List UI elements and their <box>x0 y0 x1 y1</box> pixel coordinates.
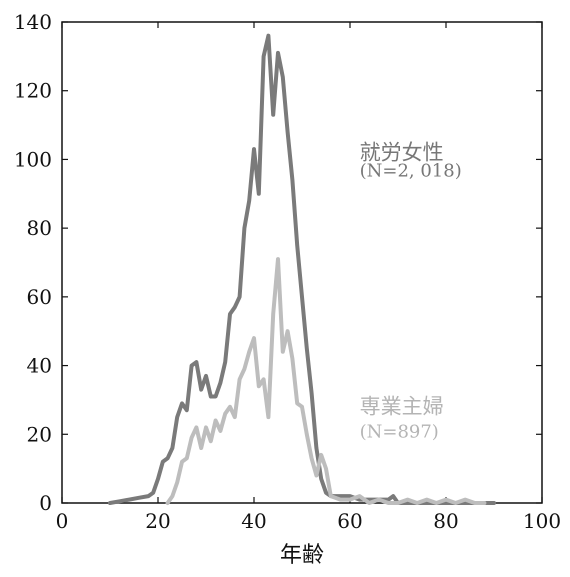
y-tick-label: 80 <box>27 216 52 240</box>
y-tick-label: 0 <box>39 491 52 515</box>
y-tick-label: 120 <box>14 79 52 103</box>
x-tick-label: 100 <box>523 509 561 533</box>
axis-ticks: 0 20 40 60 80 100 0 20 40 60 80 100 120 140 <box>14 10 561 533</box>
y-tick-label: 140 <box>14 10 52 34</box>
x-tick-label: 60 <box>337 509 362 533</box>
series-label: 就労女性 <box>360 140 444 164</box>
y-tick-label: 40 <box>27 354 52 378</box>
x-tick-label: 0 <box>56 509 69 533</box>
y-tick-label: 60 <box>27 285 52 309</box>
x-tick-label: 40 <box>241 509 266 533</box>
annotation-layer: 就労女性(N=2, 018) 専業主婦 (N=897) <box>360 140 462 442</box>
series-line-housewives <box>165 257 487 505</box>
plot-border <box>61 21 543 504</box>
y-tick-label: 20 <box>27 422 52 446</box>
series-note: (N=2, 018) <box>360 161 462 182</box>
x-axis-label: 年齢 <box>280 543 324 568</box>
series-label: 専業主婦 <box>360 395 444 419</box>
series-layer <box>108 33 496 505</box>
plot-frame <box>61 21 543 504</box>
x-tick-label: 20 <box>145 509 170 533</box>
x-tick-label: 80 <box>433 509 458 533</box>
series-note: (N=897) <box>360 422 439 443</box>
y-tick-label: 100 <box>14 147 52 171</box>
